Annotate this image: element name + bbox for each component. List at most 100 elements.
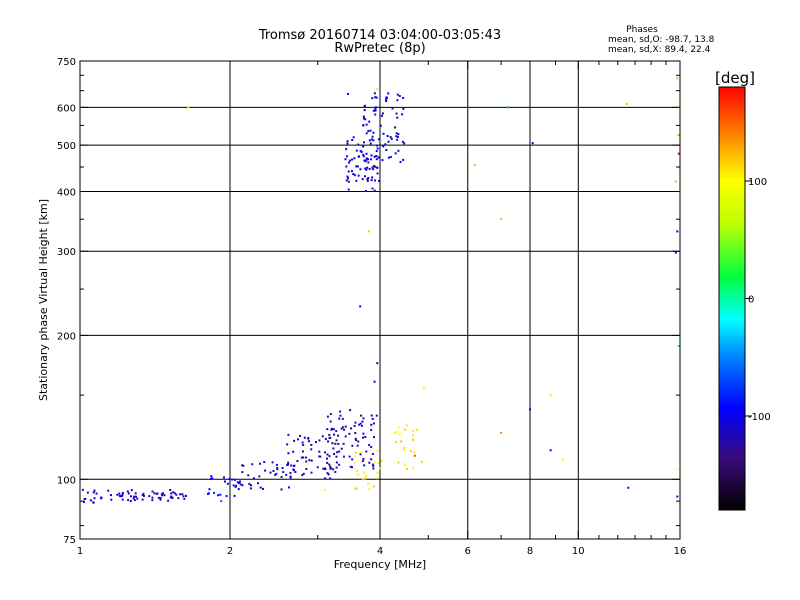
axis-ticks: 1 2 4 6 8 10 16 75 100 200 300 400 500 600 750 (57, 57, 686, 557)
data-point (372, 467, 375, 470)
data-point (422, 387, 425, 390)
data-point (373, 165, 376, 168)
data-point (332, 447, 335, 450)
data-point (370, 429, 373, 432)
data-point (367, 158, 370, 161)
data-point (676, 468, 679, 471)
data-point (335, 466, 338, 469)
data-point (157, 496, 160, 499)
data-point (169, 496, 172, 499)
data-point (395, 132, 398, 135)
data-point (351, 466, 354, 469)
data-point (369, 129, 372, 132)
data-point (330, 427, 333, 430)
data-point (345, 179, 348, 182)
data-point (217, 494, 220, 497)
data-point (100, 497, 103, 500)
data-point (377, 462, 380, 465)
data-point (305, 467, 308, 470)
data-point (376, 166, 379, 169)
data-point (210, 475, 213, 478)
data-point (235, 484, 238, 487)
data-point (382, 145, 385, 148)
data-point (352, 136, 355, 139)
data-point (92, 501, 95, 504)
data-point (398, 433, 401, 436)
data-point (371, 452, 374, 455)
data-point (362, 417, 365, 420)
data-point (362, 457, 365, 460)
y-tick-label: 750 (57, 57, 76, 68)
data-point (359, 453, 362, 456)
data-point (413, 451, 416, 454)
data-point (362, 155, 365, 158)
data-point (373, 380, 376, 383)
data-point (396, 99, 399, 102)
data-point (297, 438, 300, 441)
data-point (353, 157, 356, 160)
data-point (344, 435, 347, 438)
data-point (371, 135, 374, 138)
data-point (365, 450, 368, 453)
data-point (120, 495, 123, 498)
data-point (348, 432, 351, 435)
y-axis-label: Stationary phase Virtual Height [km] (37, 199, 50, 401)
data-point (330, 467, 333, 470)
data-point (127, 499, 130, 502)
data-point (287, 461, 290, 464)
data-point (324, 437, 327, 440)
data-point (136, 497, 139, 500)
data-point (413, 454, 416, 457)
x-tick-label: 16 (674, 546, 687, 557)
data-point (307, 437, 310, 440)
data-point (292, 450, 295, 453)
data-point (410, 450, 413, 453)
data-point (391, 107, 394, 110)
data-point (276, 468, 279, 471)
data-point (365, 152, 368, 155)
data-point (376, 449, 379, 452)
data-point (372, 109, 375, 112)
data-point (223, 476, 226, 479)
data-point (272, 469, 275, 472)
data-point (93, 497, 96, 500)
data-point (402, 158, 405, 161)
data-point (107, 489, 110, 492)
data-point (258, 475, 261, 478)
data-point (329, 465, 332, 468)
data-point (234, 485, 237, 488)
data-point (376, 88, 379, 91)
data-point (329, 477, 332, 480)
data-point (371, 463, 374, 466)
data-point (302, 443, 305, 446)
data-point (363, 117, 366, 120)
data-point (370, 414, 373, 417)
data-point (365, 157, 368, 160)
chart-subtitle: RwPretec (8p) (334, 41, 425, 56)
data-point (121, 493, 124, 496)
data-point (355, 487, 358, 490)
data-point (342, 455, 345, 458)
data-point (161, 494, 164, 497)
data-point (328, 433, 331, 436)
data-point (344, 425, 347, 428)
data-point (405, 424, 408, 427)
data-point (384, 98, 387, 101)
data-point (225, 495, 228, 498)
data-point (385, 96, 388, 99)
data-point (363, 104, 366, 107)
data-point (153, 492, 156, 495)
data-point (371, 97, 374, 100)
data-point (372, 168, 375, 171)
stats-heading: Phases (626, 25, 658, 35)
y-tick-label: 75 (63, 535, 76, 546)
data-point (362, 141, 365, 144)
data-point (395, 440, 398, 443)
data-point (370, 179, 373, 182)
data-point (420, 460, 423, 463)
x-tick-label: 8 (527, 546, 533, 557)
data-point (334, 470, 337, 473)
data-point (341, 426, 344, 429)
data-point (349, 465, 352, 468)
data-point (401, 113, 404, 116)
